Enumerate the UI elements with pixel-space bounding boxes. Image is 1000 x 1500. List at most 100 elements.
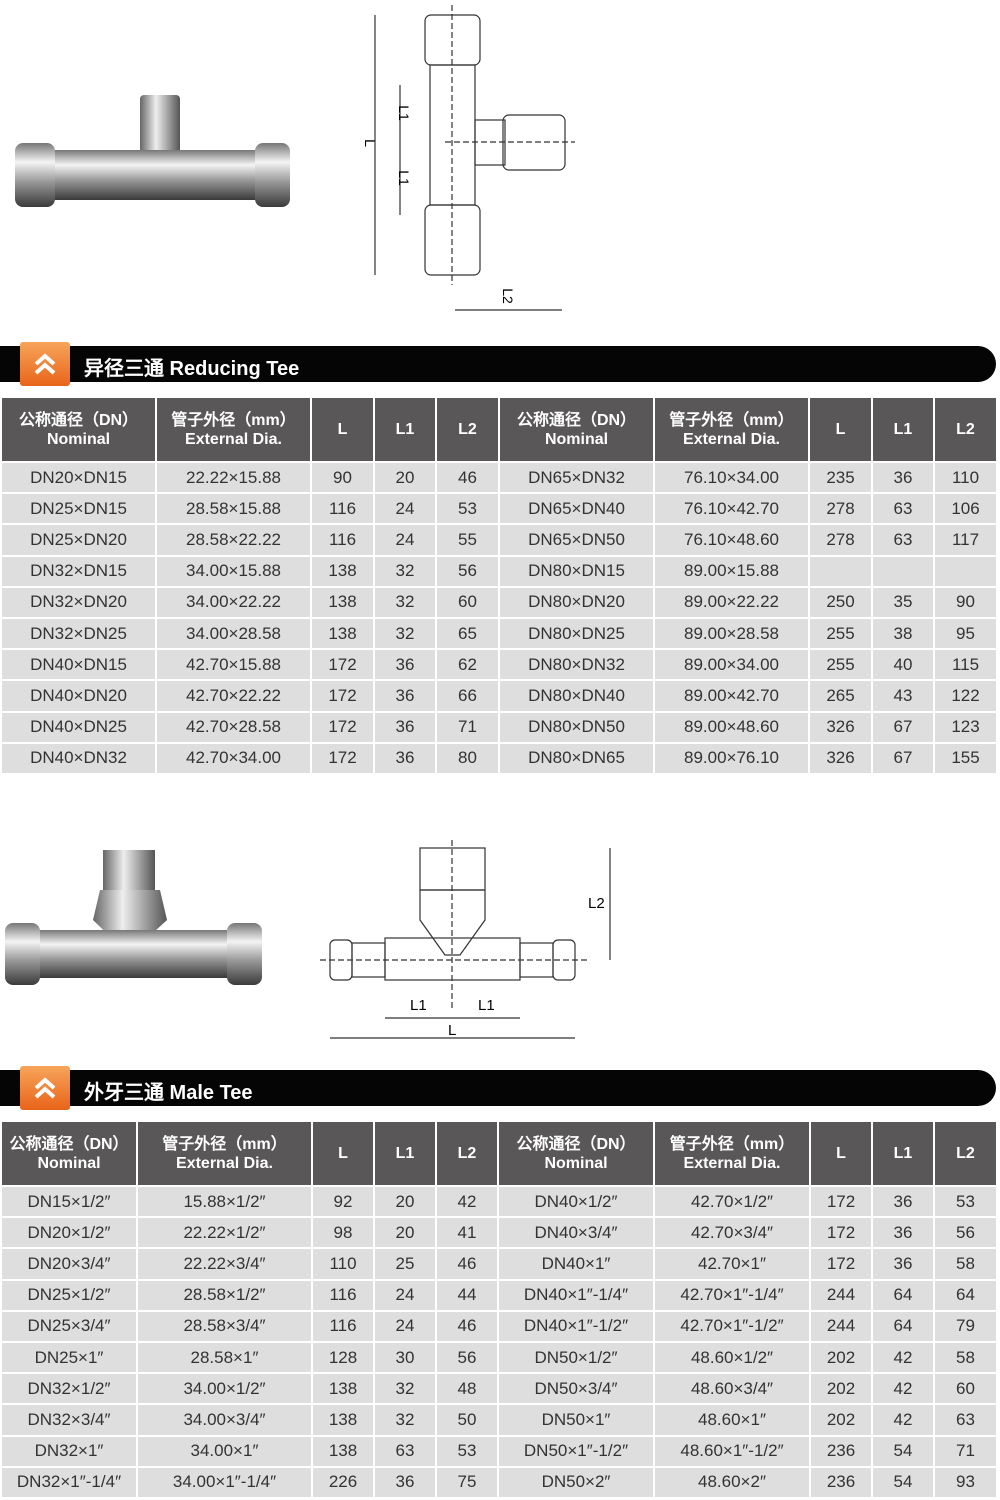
male-tee-photo xyxy=(5,850,262,985)
table-cell: DN32×1″ xyxy=(2,1436,136,1466)
table-cell: 90 xyxy=(935,587,996,617)
table-cell: 244 xyxy=(811,1280,871,1310)
table-cell: 48 xyxy=(437,1374,497,1404)
table-cell: 172 xyxy=(312,712,373,742)
header-l2: L2 xyxy=(935,398,996,461)
table-cell: 202 xyxy=(811,1374,871,1404)
table-cell: 106 xyxy=(935,494,996,524)
table-row: DN32×1″-1/4″ 34.00×1″-1/4″ 226 36 75 DN50×2″ 4… xyxy=(2,1467,996,1497)
header-row: 公称通径（DN） Nominal 管子外径（mm） External Dia. L L1 L… xyxy=(2,1122,996,1185)
table-cell: DN80×DN65 xyxy=(500,743,653,773)
table-cell: 115 xyxy=(935,650,996,680)
table-cell: 42.70×22.22 xyxy=(157,681,310,711)
table-cell: 89.00×15.88 xyxy=(655,556,808,586)
table-cell: 25 xyxy=(375,1249,435,1279)
table-cell: 53 xyxy=(437,1436,497,1466)
table-cell: DN40×DN25 xyxy=(2,712,155,742)
table-cell: 64 xyxy=(873,1280,933,1310)
table-cell: 32 xyxy=(375,1405,435,1435)
table-cell: 54 xyxy=(873,1467,933,1497)
table-cell: 98 xyxy=(313,1218,373,1248)
table-cell: 42.70×34.00 xyxy=(157,743,310,773)
dim-label-L2: L2 xyxy=(588,895,605,912)
header-l1: L1 xyxy=(873,1122,933,1185)
table-cell: 24 xyxy=(375,1311,435,1341)
table-cell: 34.00×28.58 xyxy=(157,618,310,649)
table-row: DN32×1/2″ 34.00×1/2″ 138 32 48 DN50×3/4″ 48.60… xyxy=(2,1374,996,1404)
table-cell: 22.22×3/4″ xyxy=(138,1249,311,1279)
table-cell: 58 xyxy=(935,1249,996,1279)
table-cell: DN40×1″ xyxy=(499,1249,653,1279)
table-cell: 63 xyxy=(873,525,933,555)
table-row: DN40×DN15 42.70×15.88 172 36 62 DN80×DN32 89.0… xyxy=(2,650,996,680)
header-nominal: 公称通径（DN） Nominal xyxy=(499,1122,653,1185)
table-cell: DN80×DN20 xyxy=(500,587,653,617)
table-cell: 56 xyxy=(935,1218,996,1248)
header-l2: L2 xyxy=(935,1122,996,1185)
table-cell: 255 xyxy=(810,650,871,680)
table-cell: DN40×3/4″ xyxy=(499,1218,653,1248)
table-cell: DN20×DN15 xyxy=(2,463,155,493)
table-cell: 32 xyxy=(375,587,435,617)
table-cell: 42.70×28.58 xyxy=(157,712,310,742)
header-external-dia: 管子外径（mm） External Dia. xyxy=(138,1122,311,1185)
table-cell: 46 xyxy=(437,1311,497,1341)
table-row: DN32×DN20 34.00×22.22 138 32 60 DN80×DN20 89.0… xyxy=(2,587,996,617)
table-cell: DN32×DN25 xyxy=(2,618,155,649)
table-cell: 28.58×1″ xyxy=(138,1342,311,1373)
table-cell: 172 xyxy=(811,1218,871,1248)
table-cell: DN25×1/2″ xyxy=(2,1280,136,1310)
table-cell xyxy=(810,556,871,586)
table-cell: 76.10×48.60 xyxy=(655,525,808,555)
table-cell: 42.70×1″-1/4″ xyxy=(655,1280,809,1310)
table-cell: 50 xyxy=(437,1405,497,1435)
table-row: DN20×1/2″ 22.22×1/2″ 98 20 41 DN40×3/4″ 42.70×… xyxy=(2,1218,996,1248)
table-cell: DN40×1″-1/2″ xyxy=(499,1311,653,1341)
reducing-tee-photo xyxy=(15,95,290,207)
table-cell: 172 xyxy=(312,650,373,680)
table-cell: 40 xyxy=(873,650,933,680)
table-cell: 90 xyxy=(312,463,373,493)
table-cell: 42.70×1″ xyxy=(655,1249,809,1279)
table-cell: DN32×1/2″ xyxy=(2,1374,136,1404)
table-cell: DN80×DN32 xyxy=(500,650,653,680)
table-cell: DN65×DN50 xyxy=(500,525,653,555)
table-cell: 60 xyxy=(935,1374,996,1404)
male-tee-drawing xyxy=(320,840,611,1039)
table-cell: 138 xyxy=(312,556,373,586)
table-cell: 117 xyxy=(935,525,996,555)
table-cell: 71 xyxy=(935,1436,996,1466)
header-nominal: 公称通径（DN） Nominal xyxy=(500,398,653,461)
table-cell: 76.10×42.70 xyxy=(655,494,808,524)
table-cell: 22.22×15.88 xyxy=(157,463,310,493)
table-cell: 116 xyxy=(312,525,373,555)
table-cell: 54 xyxy=(873,1436,933,1466)
table-cell: 42 xyxy=(873,1405,933,1435)
table-row: DN25×3/4″ 28.58×3/4″ 116 24 46 DN40×1″-1/2″ 42… xyxy=(2,1311,996,1341)
header-row: 公称通径（DN） Nominal 管子外径（mm） External Dia. L L1 L… xyxy=(2,398,996,461)
table-row: DN40×DN25 42.70×28.58 172 36 71 DN80×DN50 89.0… xyxy=(2,712,996,742)
table-cell: DN15×1/2″ xyxy=(2,1187,136,1217)
section-banner-male-tee: 外牙三通 Male Tee xyxy=(0,1066,996,1110)
table-cell: 24 xyxy=(375,1280,435,1310)
table-cell: DN40×1″-1/4″ xyxy=(499,1280,653,1310)
table-cell: 278 xyxy=(810,525,871,555)
table-cell: 89.00×28.58 xyxy=(655,618,808,649)
table-cell: 236 xyxy=(811,1467,871,1497)
table-cell: 138 xyxy=(312,587,373,617)
header-l: L xyxy=(313,1122,373,1185)
table-cell: 67 xyxy=(873,743,933,773)
table-cell: 138 xyxy=(313,1436,373,1466)
header-external-dia: 管子外径（mm） External Dia. xyxy=(655,398,808,461)
table-cell: DN80×DN25 xyxy=(500,618,653,649)
table-row: DN25×1/2″ 28.58×1/2″ 116 24 44 DN40×1″-1/4″ 42… xyxy=(2,1280,996,1310)
table-cell: 34.00×22.22 xyxy=(157,587,310,617)
table-cell: DN20×3/4″ xyxy=(2,1249,136,1279)
header-l: L xyxy=(810,398,871,461)
section-title: 外牙三通 Male Tee xyxy=(84,1082,253,1104)
table-cell: 24 xyxy=(375,525,435,555)
table-cell: 79 xyxy=(935,1311,996,1341)
table-cell: 20 xyxy=(375,1218,435,1248)
table-cell: 138 xyxy=(312,618,373,649)
table-cell: 42 xyxy=(873,1342,933,1373)
